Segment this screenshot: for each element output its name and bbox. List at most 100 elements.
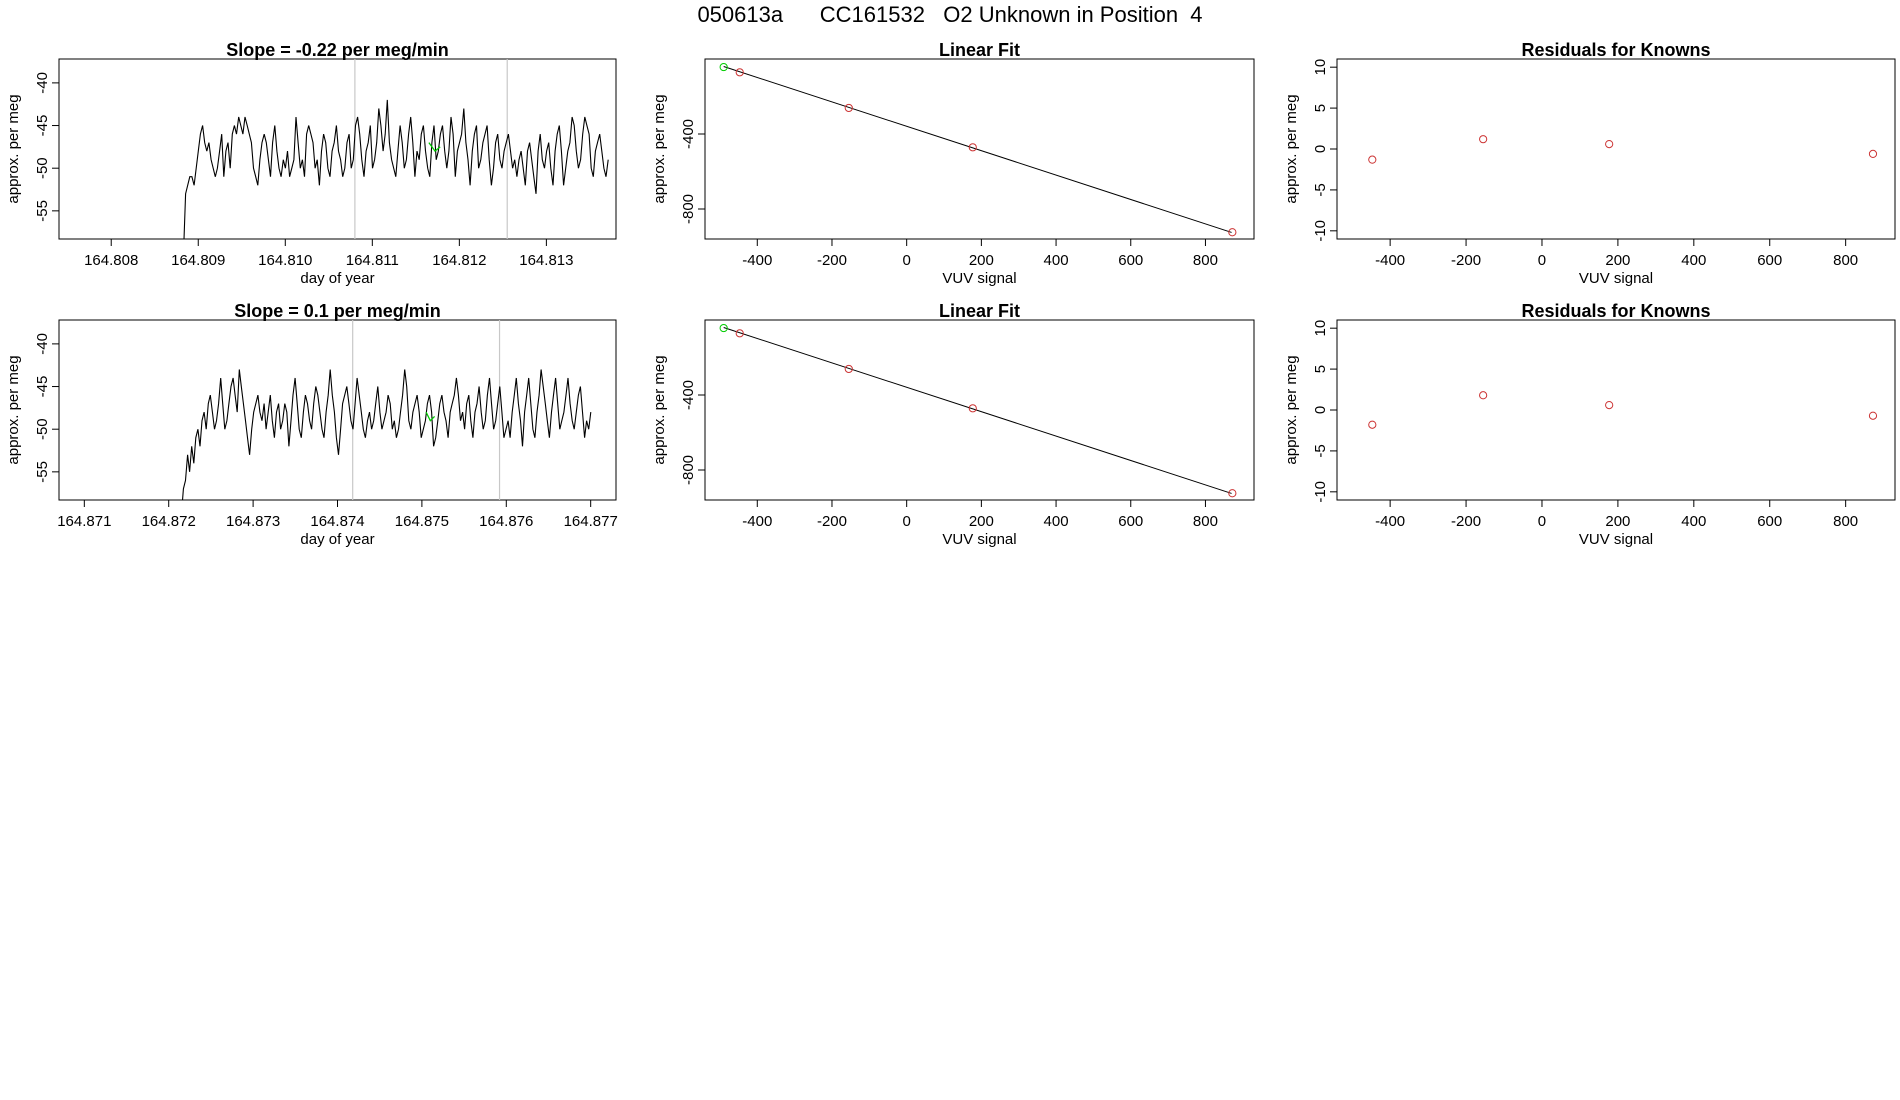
data-point bbox=[1868, 411, 1878, 420]
plot-area bbox=[181, 320, 592, 500]
x-tick-label: -400 bbox=[1375, 513, 1405, 530]
x-tick-label: 800 bbox=[1193, 252, 1218, 269]
y-axis-label: approx. per meg bbox=[5, 355, 22, 464]
x-axis-label: day of year bbox=[300, 531, 374, 548]
data-point bbox=[735, 68, 744, 77]
chart-panel-4: Slope = 0.1 per meg/min 164.871 164.872 164… bbox=[5, 301, 618, 548]
plot-title: Residuals for Knowns bbox=[1521, 301, 1710, 321]
x-tick-label: -400 bbox=[742, 513, 772, 530]
x-tick-label: 600 bbox=[1757, 252, 1782, 269]
x-tick-label: 164.808 bbox=[84, 252, 138, 269]
plot-frame bbox=[1336, 58, 1896, 240]
data-point bbox=[844, 103, 853, 113]
x-tick-label: 800 bbox=[1193, 513, 1218, 530]
highlight-segment bbox=[428, 142, 441, 153]
x-tick-label: 600 bbox=[1118, 252, 1143, 269]
x-tick-label: 164.871 bbox=[57, 513, 111, 530]
y-tick-label: -40 bbox=[34, 333, 51, 355]
plot-title: Slope = -0.22 per meg/min bbox=[226, 40, 449, 60]
y-axis-label: approx. per meg bbox=[651, 94, 668, 203]
data-point bbox=[1368, 155, 1377, 164]
y-tick-label: -10 bbox=[1312, 481, 1329, 503]
y-tick-label: -50 bbox=[34, 418, 51, 440]
y-tick-label: -5 bbox=[1312, 444, 1329, 457]
data-point bbox=[1605, 139, 1614, 149]
y-axis-label: approx. per meg bbox=[5, 94, 22, 203]
x-tick-label: -200 bbox=[817, 513, 847, 530]
x-tick-label: 164.812 bbox=[432, 252, 486, 269]
y-tick-label: -400 bbox=[680, 119, 697, 149]
plot-title: Slope = 0.1 per meg/min bbox=[234, 301, 441, 321]
data-point bbox=[1368, 420, 1377, 429]
y-tick-label: 5 bbox=[1312, 104, 1329, 112]
y-axis-label: approx. per meg bbox=[651, 355, 668, 464]
data-point bbox=[968, 143, 977, 152]
highlight-segment bbox=[425, 411, 436, 422]
x-tick-label: 164.813 bbox=[519, 252, 573, 269]
plot-frame bbox=[704, 58, 1255, 240]
data-point bbox=[1868, 149, 1878, 159]
chart-panel-3: Residuals for Knowns -400 -200 0 200 400 600 80… bbox=[1283, 40, 1896, 287]
x-axis-label: VUV signal bbox=[1579, 270, 1653, 287]
data-point bbox=[1479, 391, 1488, 400]
chart-panel-5: Linear Fit -400 -200 0 200 400 600 800 VUV signa… bbox=[651, 301, 1255, 548]
x-tick-label: 400 bbox=[1044, 252, 1069, 269]
x-tick-label: 164.875 bbox=[395, 513, 449, 530]
data-point bbox=[1605, 400, 1614, 410]
x-tick-label: 400 bbox=[1044, 513, 1069, 530]
y-axis-label: approx. per meg bbox=[1283, 94, 1300, 203]
y-tick-label: -55 bbox=[34, 461, 51, 483]
x-tick-label: -400 bbox=[742, 252, 772, 269]
plot-frame bbox=[1336, 319, 1896, 501]
y-tick-label: -10 bbox=[1312, 220, 1329, 242]
x-tick-label: 164.873 bbox=[226, 513, 280, 530]
plot-title: Linear Fit bbox=[939, 40, 1020, 60]
x-tick-label: 164.810 bbox=[258, 252, 312, 269]
x-tick-label: 400 bbox=[1681, 252, 1706, 269]
x-axis-label: VUV signal bbox=[1579, 531, 1653, 548]
x-tick-label: 0 bbox=[903, 513, 911, 530]
y-tick-label: -50 bbox=[34, 157, 51, 179]
x-tick-label: 164.811 bbox=[346, 252, 399, 269]
y-tick-label: -5 bbox=[1312, 183, 1329, 196]
fit-line bbox=[723, 66, 1232, 233]
data-point bbox=[1479, 135, 1488, 144]
plot-title: Residuals for Knowns bbox=[1521, 40, 1710, 60]
plot-frame bbox=[58, 58, 617, 240]
plot-area bbox=[183, 59, 609, 239]
x-axis-label: day of year bbox=[300, 270, 374, 287]
data-point bbox=[968, 404, 977, 413]
data-point bbox=[844, 364, 853, 374]
x-tick-label: 600 bbox=[1757, 513, 1782, 530]
x-tick-label: 200 bbox=[1605, 252, 1630, 269]
x-tick-label: -400 bbox=[1375, 252, 1405, 269]
y-tick-label: -55 bbox=[34, 200, 51, 222]
x-tick-label: 0 bbox=[1538, 252, 1546, 269]
x-tick-label: 164.876 bbox=[479, 513, 533, 530]
fit-line bbox=[723, 327, 1232, 494]
data-point bbox=[719, 323, 728, 333]
x-tick-label: -200 bbox=[1451, 513, 1481, 530]
x-tick-label: 164.809 bbox=[171, 252, 225, 269]
y-tick-label: 0 bbox=[1312, 145, 1329, 153]
plot-frame bbox=[704, 319, 1255, 501]
x-tick-label: 600 bbox=[1118, 513, 1143, 530]
x-tick-label: 800 bbox=[1833, 252, 1858, 269]
y-tick-label: 10 bbox=[1312, 59, 1329, 76]
x-tick-label: 400 bbox=[1681, 513, 1706, 530]
x-tick-label: 164.877 bbox=[564, 513, 618, 530]
x-tick-label: 200 bbox=[1605, 513, 1630, 530]
y-tick-label: 0 bbox=[1312, 406, 1329, 414]
y-tick-label: 10 bbox=[1312, 320, 1329, 337]
chart-panel-6: Residuals for Knowns -400 -200 0 200 400 600 80… bbox=[1283, 301, 1896, 548]
x-tick-label: 200 bbox=[969, 513, 994, 530]
plot-area bbox=[719, 62, 1237, 237]
y-tick-label: -45 bbox=[34, 376, 51, 398]
chart-panel-2: Linear Fit -400 -200 0 200 400 600 800 VUV signa… bbox=[651, 40, 1255, 287]
y-tick-label: 5 bbox=[1312, 365, 1329, 373]
y-tick-label: -400 bbox=[680, 380, 697, 410]
plot-area bbox=[719, 323, 1237, 498]
x-tick-label: -200 bbox=[1451, 252, 1481, 269]
x-tick-label: 200 bbox=[969, 252, 994, 269]
